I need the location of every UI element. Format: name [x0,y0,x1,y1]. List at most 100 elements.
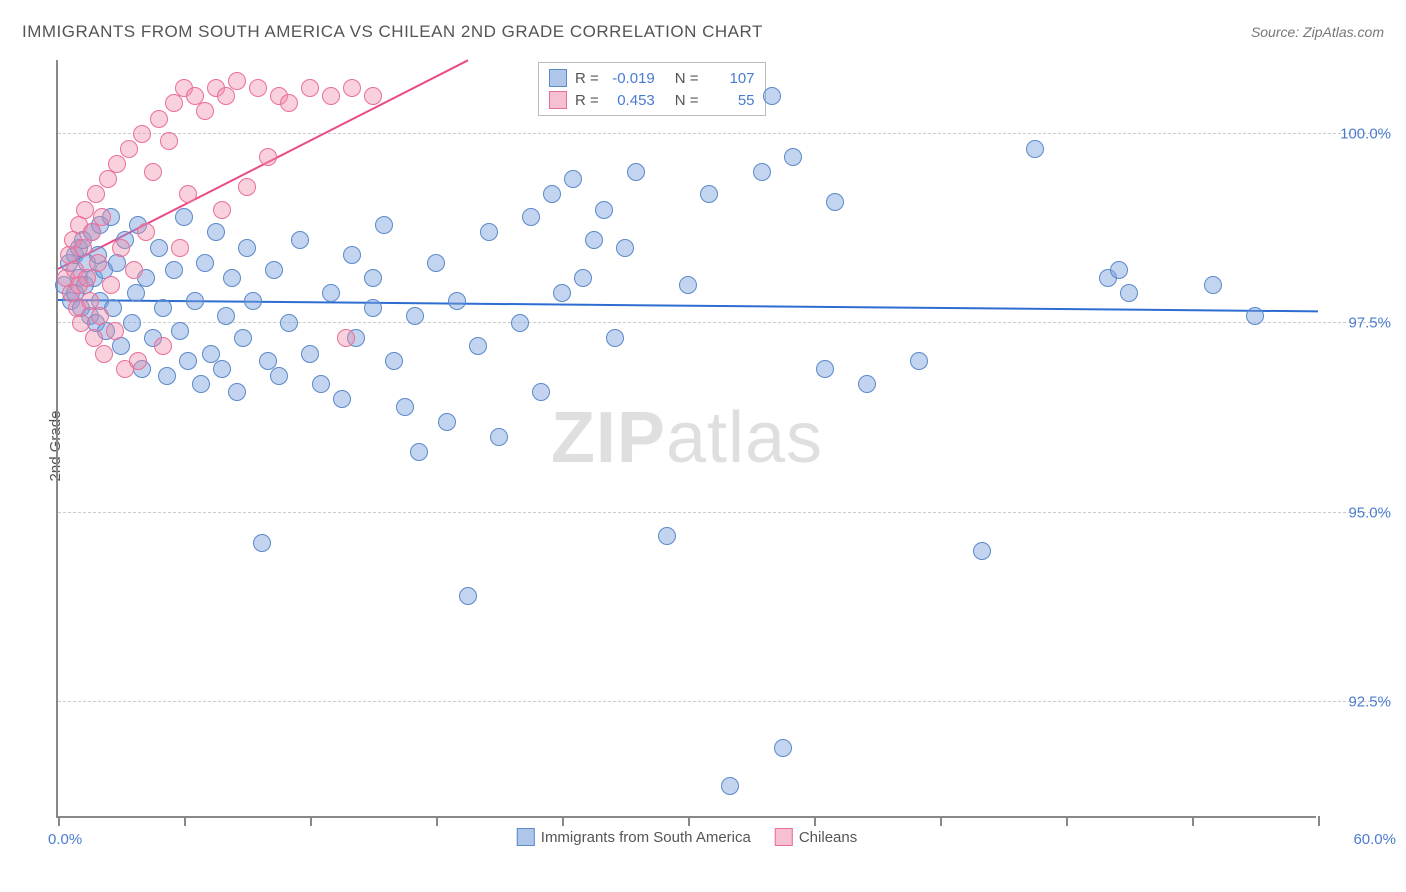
data-point [249,79,267,97]
x-tick [562,816,564,826]
legend-label: Immigrants from South America [541,829,751,846]
data-point [364,299,382,317]
data-point [76,201,94,219]
stats-legend: R =-0.019N =107R =0.453N =55 [538,62,766,116]
data-point [763,87,781,105]
x-tick [310,816,312,826]
data-point [595,201,613,219]
data-point [410,443,428,461]
legend-swatch [549,91,567,109]
data-point [448,292,466,310]
data-point [1120,284,1138,302]
stats-legend-row: R =0.453N =55 [549,89,755,111]
data-point [179,352,197,370]
x-tick [436,816,438,826]
x-tick [184,816,186,826]
data-point [301,79,319,97]
data-point [396,398,414,416]
data-point [291,231,309,249]
x-tick [814,816,816,826]
data-point [438,413,456,431]
data-point [144,163,162,181]
data-point [375,216,393,234]
data-point [816,360,834,378]
data-point [133,125,151,143]
data-point [700,185,718,203]
data-point [129,352,147,370]
data-point [322,87,340,105]
watermark-atlas: atlas [666,398,823,478]
data-point [301,345,319,363]
x-tick [940,816,942,826]
data-point [427,254,445,272]
data-point [364,269,382,287]
data-point [858,375,876,393]
data-point [574,269,592,287]
n-value: 55 [707,92,755,109]
data-point [158,367,176,385]
data-point [585,231,603,249]
data-point [165,261,183,279]
data-point [192,375,210,393]
data-point [564,170,582,188]
data-point [87,185,105,203]
data-point [253,534,271,552]
n-label: N = [675,92,699,109]
data-point [406,307,424,325]
data-point [244,292,262,310]
data-point [753,163,771,181]
data-point [234,329,252,347]
data-point [1026,140,1044,158]
data-point [175,208,193,226]
n-value: 107 [707,70,755,87]
x-tick [58,816,60,826]
data-point [333,390,351,408]
data-point [78,269,96,287]
data-point [490,428,508,446]
data-point [480,223,498,241]
data-point [543,185,561,203]
data-point [150,110,168,128]
data-point [106,322,124,340]
data-point [679,276,697,294]
data-point [385,352,403,370]
data-point [784,148,802,166]
data-point [179,185,197,203]
data-point [238,178,256,196]
data-point [265,261,283,279]
data-point [511,314,529,332]
data-point [171,239,189,257]
data-point [112,239,130,257]
data-point [171,322,189,340]
r-value: 0.453 [607,92,655,109]
data-point [532,383,550,401]
watermark-zip: ZIP [551,398,666,478]
data-point [228,383,246,401]
data-point [108,155,126,173]
data-point [89,254,107,272]
data-point [83,223,101,241]
data-point [213,201,231,219]
data-point [72,314,90,332]
data-point [280,314,298,332]
title-bar: IMMIGRANTS FROM SOUTH AMERICA VS CHILEAN… [22,22,1384,42]
data-point [102,276,120,294]
data-point [160,132,178,150]
gridline [58,322,1386,323]
data-point [343,79,361,97]
data-point [658,527,676,545]
data-point [165,94,183,112]
data-point [127,284,145,302]
y-tick-label: 95.0% [1321,504,1391,521]
data-point [616,239,634,257]
data-point [123,314,141,332]
data-point [108,254,126,272]
data-point [774,739,792,757]
plot-area: ZIPatlas 0.0% 60.0% R =-0.019N =107R =0.… [56,60,1316,818]
data-point [93,208,111,226]
gridline [58,701,1386,702]
legend-item: Immigrants from South America [517,828,751,846]
data-point [1246,307,1264,325]
data-point [125,261,143,279]
data-point [196,254,214,272]
